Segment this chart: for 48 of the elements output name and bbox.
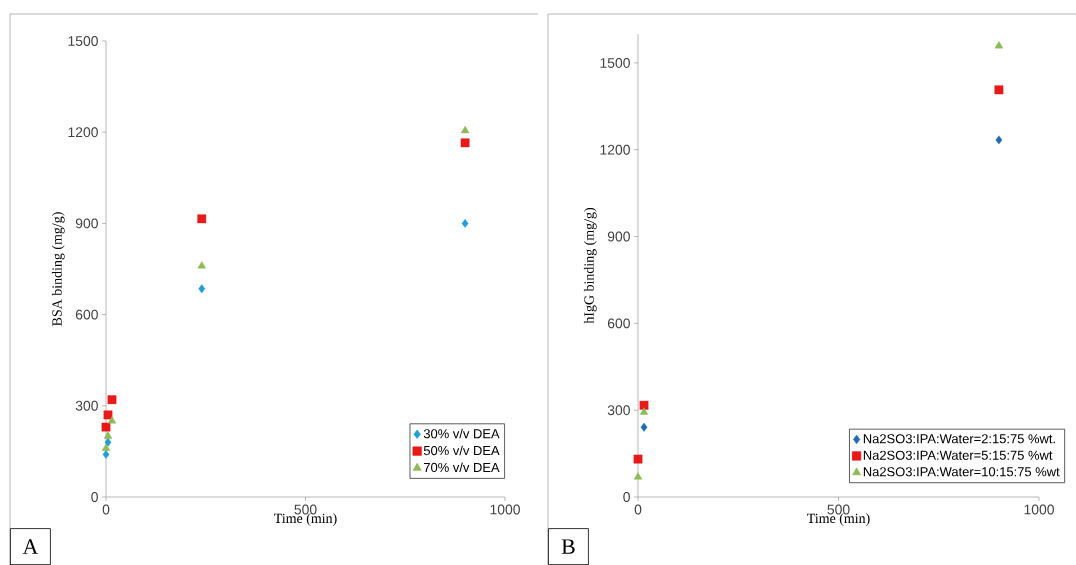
x-tick-label: 0 xyxy=(102,504,110,515)
legend-label: 70% v/v DEA xyxy=(424,462,500,473)
y-tick-label: 900 xyxy=(607,231,630,242)
x-tick-label: 1000 xyxy=(490,504,520,515)
y-tick-label: 600 xyxy=(607,318,630,329)
x-tick-label: 1000 xyxy=(1024,504,1054,515)
point xyxy=(197,214,207,224)
legend-label: Na2SO3:IPA:Water=10:15:75 %wt xyxy=(863,467,1060,477)
y-tick-label: 1500 xyxy=(600,57,630,68)
y-tick-label: 1200 xyxy=(68,127,98,138)
y-tick-label: 0 xyxy=(623,492,630,502)
point xyxy=(102,450,110,459)
legend-label: 30% v/v DEA xyxy=(423,428,500,439)
point xyxy=(107,416,117,424)
point xyxy=(633,472,643,480)
text: A xyxy=(22,539,39,554)
y-tick-label: 300 xyxy=(75,400,98,411)
point xyxy=(994,41,1004,49)
y-tick-label: 900 xyxy=(75,218,98,229)
x-tick-label: 500 xyxy=(827,504,850,515)
point xyxy=(639,407,649,415)
point xyxy=(460,138,470,148)
legend-label: 50% v/v DEA xyxy=(423,445,500,456)
point xyxy=(994,85,1004,95)
point xyxy=(107,395,117,405)
point xyxy=(995,135,1003,145)
y-axis-title: BSA binding (mg/g) xyxy=(51,212,65,326)
x-tick-label: 0 xyxy=(634,504,642,515)
y-tick-label: 600 xyxy=(75,309,98,320)
point xyxy=(103,431,113,439)
y-axis-title: hIgG binding (mg/g) xyxy=(583,208,597,324)
legend-label: Na2SO3:IPA:Water=2:15:75 %wt. xyxy=(863,434,1055,444)
point xyxy=(101,443,111,451)
point xyxy=(103,410,113,420)
legend-label: Na2SO3:IPA:Water=5:15:75 %wt xyxy=(863,450,1053,460)
point xyxy=(633,454,643,464)
y-tick-label: 1500 xyxy=(68,36,98,46)
point xyxy=(197,261,206,269)
point xyxy=(640,422,648,432)
y-tick-label: 300 xyxy=(607,405,630,416)
y-tick-label: 1200 xyxy=(600,144,630,155)
text: B xyxy=(561,539,575,554)
point xyxy=(460,125,470,134)
x-tick-label: 500 xyxy=(294,504,317,515)
point xyxy=(101,422,111,432)
y-tick-label: 0 xyxy=(91,492,98,502)
point xyxy=(198,284,206,294)
point xyxy=(461,219,469,228)
